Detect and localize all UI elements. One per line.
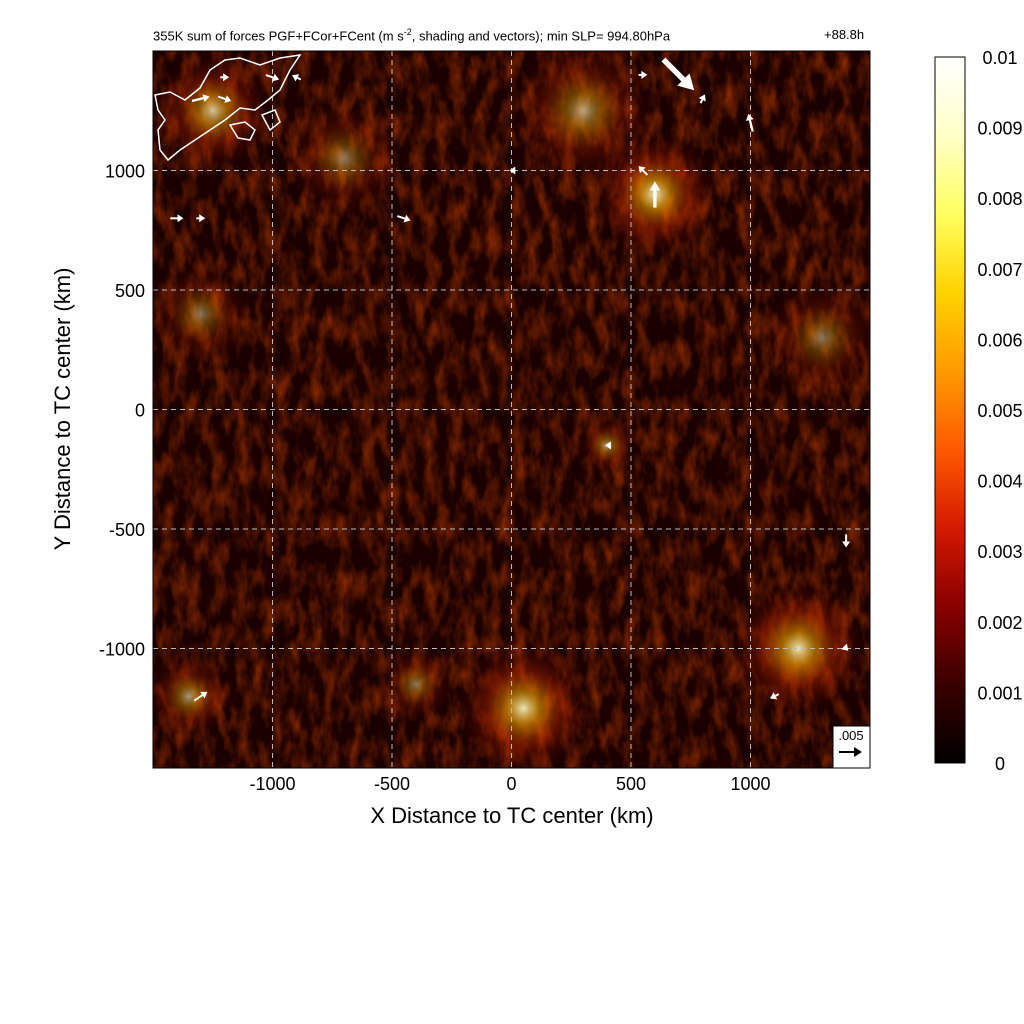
colorbar-tick-5: 0.005 (977, 401, 1022, 421)
x-tick-labels: -1000 -500 0 500 1000 (249, 774, 770, 794)
coastline-main (154, 54, 302, 162)
force-vector-0 (220, 73, 230, 82)
force-vector-1 (265, 73, 280, 82)
force-vector-5 (170, 214, 184, 223)
vector-layer (170, 57, 851, 702)
colorbar-tick-7: 0.003 (977, 542, 1022, 562)
hotspot-4 (456, 641, 591, 768)
colorbar-tick-0: 0.01 (982, 48, 1017, 68)
y-tick-1: 500 (115, 281, 145, 301)
colorbar-bar (934, 56, 966, 764)
y-tick-0: 1000 (105, 162, 145, 182)
hotspot-7 (153, 261, 254, 367)
x-tick-2: 0 (506, 774, 516, 794)
force-vector-10 (698, 94, 706, 104)
y-tick-labels: 1000 500 0 -500 -1000 (99, 162, 145, 660)
force-vector-14 (509, 166, 516, 175)
force-vector-12 (649, 181, 661, 208)
hotspot-2 (153, 51, 273, 171)
plot-area: .005 (152, 50, 871, 769)
x-tick-4: 1000 (730, 774, 770, 794)
hotspot-5 (731, 581, 866, 716)
force-vector-15 (193, 691, 208, 702)
coastline-island (228, 121, 256, 141)
y-axis-label: Y Distance to TC center (km) (50, 268, 75, 551)
force-vector-17 (841, 643, 849, 651)
y-tick-4: -1000 (99, 640, 145, 660)
colorbar-tick-10: 0 (995, 754, 1005, 774)
y-tick-2: 0 (135, 401, 145, 421)
force-vector-19 (604, 441, 611, 450)
grid-lines (153, 51, 870, 768)
x-tick-1: -500 (374, 774, 410, 794)
plot-frame (152, 50, 871, 769)
force-vector-9 (661, 57, 695, 91)
hotspot-6 (153, 653, 232, 740)
force-vector-18 (770, 692, 780, 700)
colorbar: 0.01 0.009 0.008 0.007 0.006 0.005 0.004 0.003 0… (934, 48, 1023, 774)
force-vector-16 (842, 534, 851, 548)
hotspot-3 (284, 98, 404, 219)
force-vector-2 (292, 74, 302, 82)
coastline-island-2 (260, 109, 281, 132)
x-tick-0: -1000 (249, 774, 295, 794)
chart-title: 355K sum of forces PGF+FCor+FCent (m s-2… (153, 27, 671, 44)
reference-vector-label: .005 (838, 728, 863, 743)
colorbar-tick-labels: 0.01 0.009 0.008 0.007 0.006 0.005 0.004 0.003 0… (977, 48, 1022, 774)
colorbar-tick-9: 0.001 (977, 683, 1022, 703)
hotspot-layer (153, 51, 870, 768)
colorbar-tick-2: 0.008 (977, 189, 1022, 209)
reference-vector-head (854, 747, 862, 757)
colorbar-tick-3: 0.007 (977, 260, 1022, 280)
force-vector-6 (196, 214, 206, 223)
reference-vector-box: .005 (832, 725, 871, 769)
force-vector-8 (638, 70, 648, 79)
x-tick-3: 500 (616, 774, 646, 794)
hotspot-8 (762, 278, 870, 398)
y-tick-3: -500 (109, 520, 145, 540)
colorbar-tick-1: 0.009 (977, 119, 1022, 139)
force-vector-3 (191, 94, 210, 103)
hotspot-10 (377, 646, 455, 723)
hotspot-1 (511, 51, 655, 183)
force-vector-7 (397, 214, 411, 223)
x-axis-label: X Distance to TC center (km) (370, 803, 653, 828)
coastline (154, 54, 302, 162)
force-vector-11 (745, 113, 754, 132)
colorbar-tick-6: 0.004 (977, 472, 1022, 492)
forecast-time: +88.8h (824, 27, 865, 42)
colorbar-tick-8: 0.002 (977, 613, 1022, 633)
force-vector-13 (638, 166, 649, 176)
force-vector-4 (217, 95, 232, 103)
colorbar-tick-4: 0.006 (977, 330, 1022, 350)
